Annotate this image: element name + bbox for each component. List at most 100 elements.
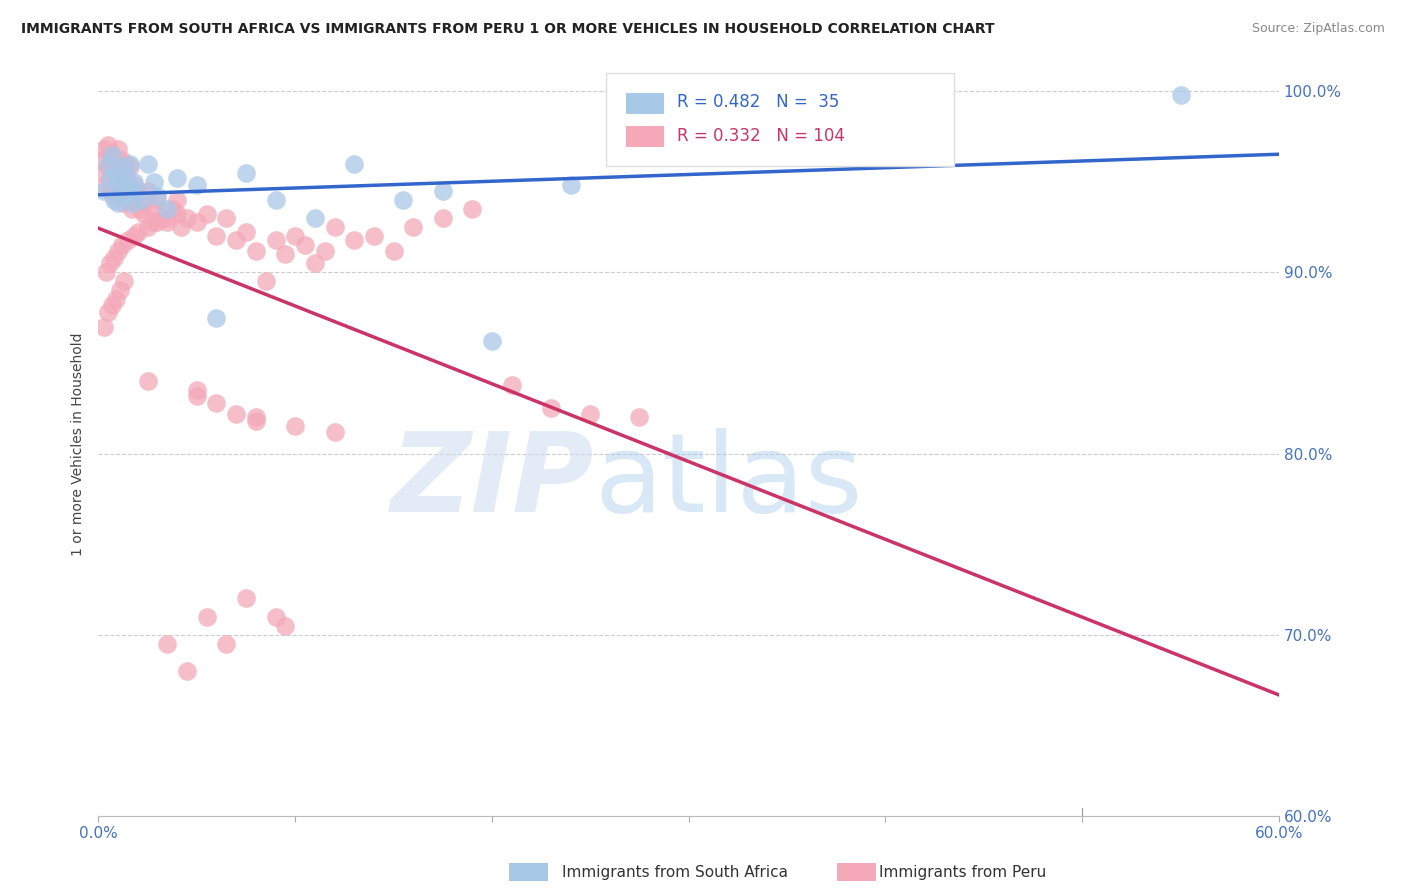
Point (118, 156, 141, 170)
Point (579, 407, 602, 421)
Y-axis label: 1 or more Vehicles in Household: 1 or more Vehicles in Household (72, 333, 86, 557)
Text: IMMIGRANTS FROM SOUTH AFRICA VS IMMIGRANTS FROM PERU 1 OR MORE VEHICLES IN HOUSE: IMMIGRANTS FROM SOUTH AFRICA VS IMMIGRAN… (21, 22, 994, 37)
Point (107, 166, 129, 180)
Point (111, 160, 134, 174)
Point (115, 171, 138, 186)
Point (264, 193, 287, 207)
Point (150, 211, 173, 225)
Point (112, 189, 135, 203)
Point (294, 238, 316, 252)
Point (97, 160, 120, 174)
Text: Immigrants from South Africa: Immigrants from South Africa (562, 865, 789, 880)
Point (658, 142, 681, 156)
Point (125, 196, 148, 211)
Point (195, 207, 218, 221)
Point (112, 166, 135, 180)
Point (108, 284, 131, 298)
Point (225, 233, 247, 247)
Point (93, 166, 115, 180)
Point (112, 196, 135, 211)
Point (186, 214, 208, 228)
Point (186, 383, 208, 397)
Point (156, 211, 179, 225)
Point (127, 184, 149, 198)
Point (501, 377, 523, 392)
Point (122, 229, 145, 244)
Point (105, 293, 128, 307)
Point (235, 166, 257, 180)
Point (195, 609, 218, 624)
Point (117, 175, 139, 189)
Point (274, 618, 297, 632)
Point (225, 407, 247, 421)
FancyBboxPatch shape (626, 93, 664, 114)
Point (136, 374, 159, 388)
Point (146, 214, 169, 228)
Point (142, 175, 165, 189)
Point (432, 211, 454, 225)
Text: R = 0.482   N =  35: R = 0.482 N = 35 (676, 93, 839, 111)
Point (111, 238, 134, 252)
Point (235, 226, 257, 240)
Point (107, 142, 129, 156)
Point (101, 147, 124, 161)
Point (304, 211, 326, 225)
Point (121, 202, 143, 216)
Point (136, 156, 159, 170)
Point (97, 156, 120, 170)
Point (91, 153, 114, 167)
Point (101, 171, 124, 186)
Point (98, 184, 121, 198)
Point (136, 184, 159, 198)
FancyBboxPatch shape (606, 73, 955, 166)
Point (122, 175, 145, 189)
Point (118, 160, 141, 174)
Point (107, 196, 129, 211)
Point (166, 207, 188, 221)
Point (235, 591, 257, 606)
Point (156, 202, 179, 216)
Point (186, 388, 208, 402)
Point (103, 160, 125, 174)
Point (314, 244, 336, 258)
Point (284, 229, 307, 244)
Point (304, 256, 326, 270)
Point (205, 310, 228, 325)
Text: ZIP: ZIP (391, 428, 595, 535)
Point (128, 202, 150, 216)
Point (98, 256, 121, 270)
Point (166, 193, 188, 207)
Point (363, 229, 385, 244)
Point (105, 178, 128, 193)
Point (284, 419, 307, 434)
Point (254, 274, 277, 288)
Point (402, 219, 425, 234)
Point (205, 229, 228, 244)
Point (101, 147, 124, 161)
Point (323, 219, 346, 234)
Point (141, 214, 163, 228)
Point (121, 196, 143, 211)
Point (540, 401, 562, 416)
Point (628, 410, 651, 425)
Point (96, 265, 118, 279)
Point (122, 178, 145, 193)
Point (97, 305, 120, 319)
Point (176, 664, 198, 678)
Point (170, 219, 193, 234)
Point (103, 189, 125, 203)
Point (156, 637, 179, 651)
Point (105, 156, 128, 170)
Point (103, 251, 125, 265)
Point (481, 334, 503, 348)
Point (264, 609, 287, 624)
Point (323, 425, 346, 439)
Point (103, 193, 125, 207)
Point (115, 156, 138, 170)
Point (108, 189, 131, 203)
Point (93, 142, 115, 156)
Point (93, 184, 115, 198)
Point (162, 202, 184, 216)
Point (115, 184, 138, 198)
Point (118, 189, 141, 203)
